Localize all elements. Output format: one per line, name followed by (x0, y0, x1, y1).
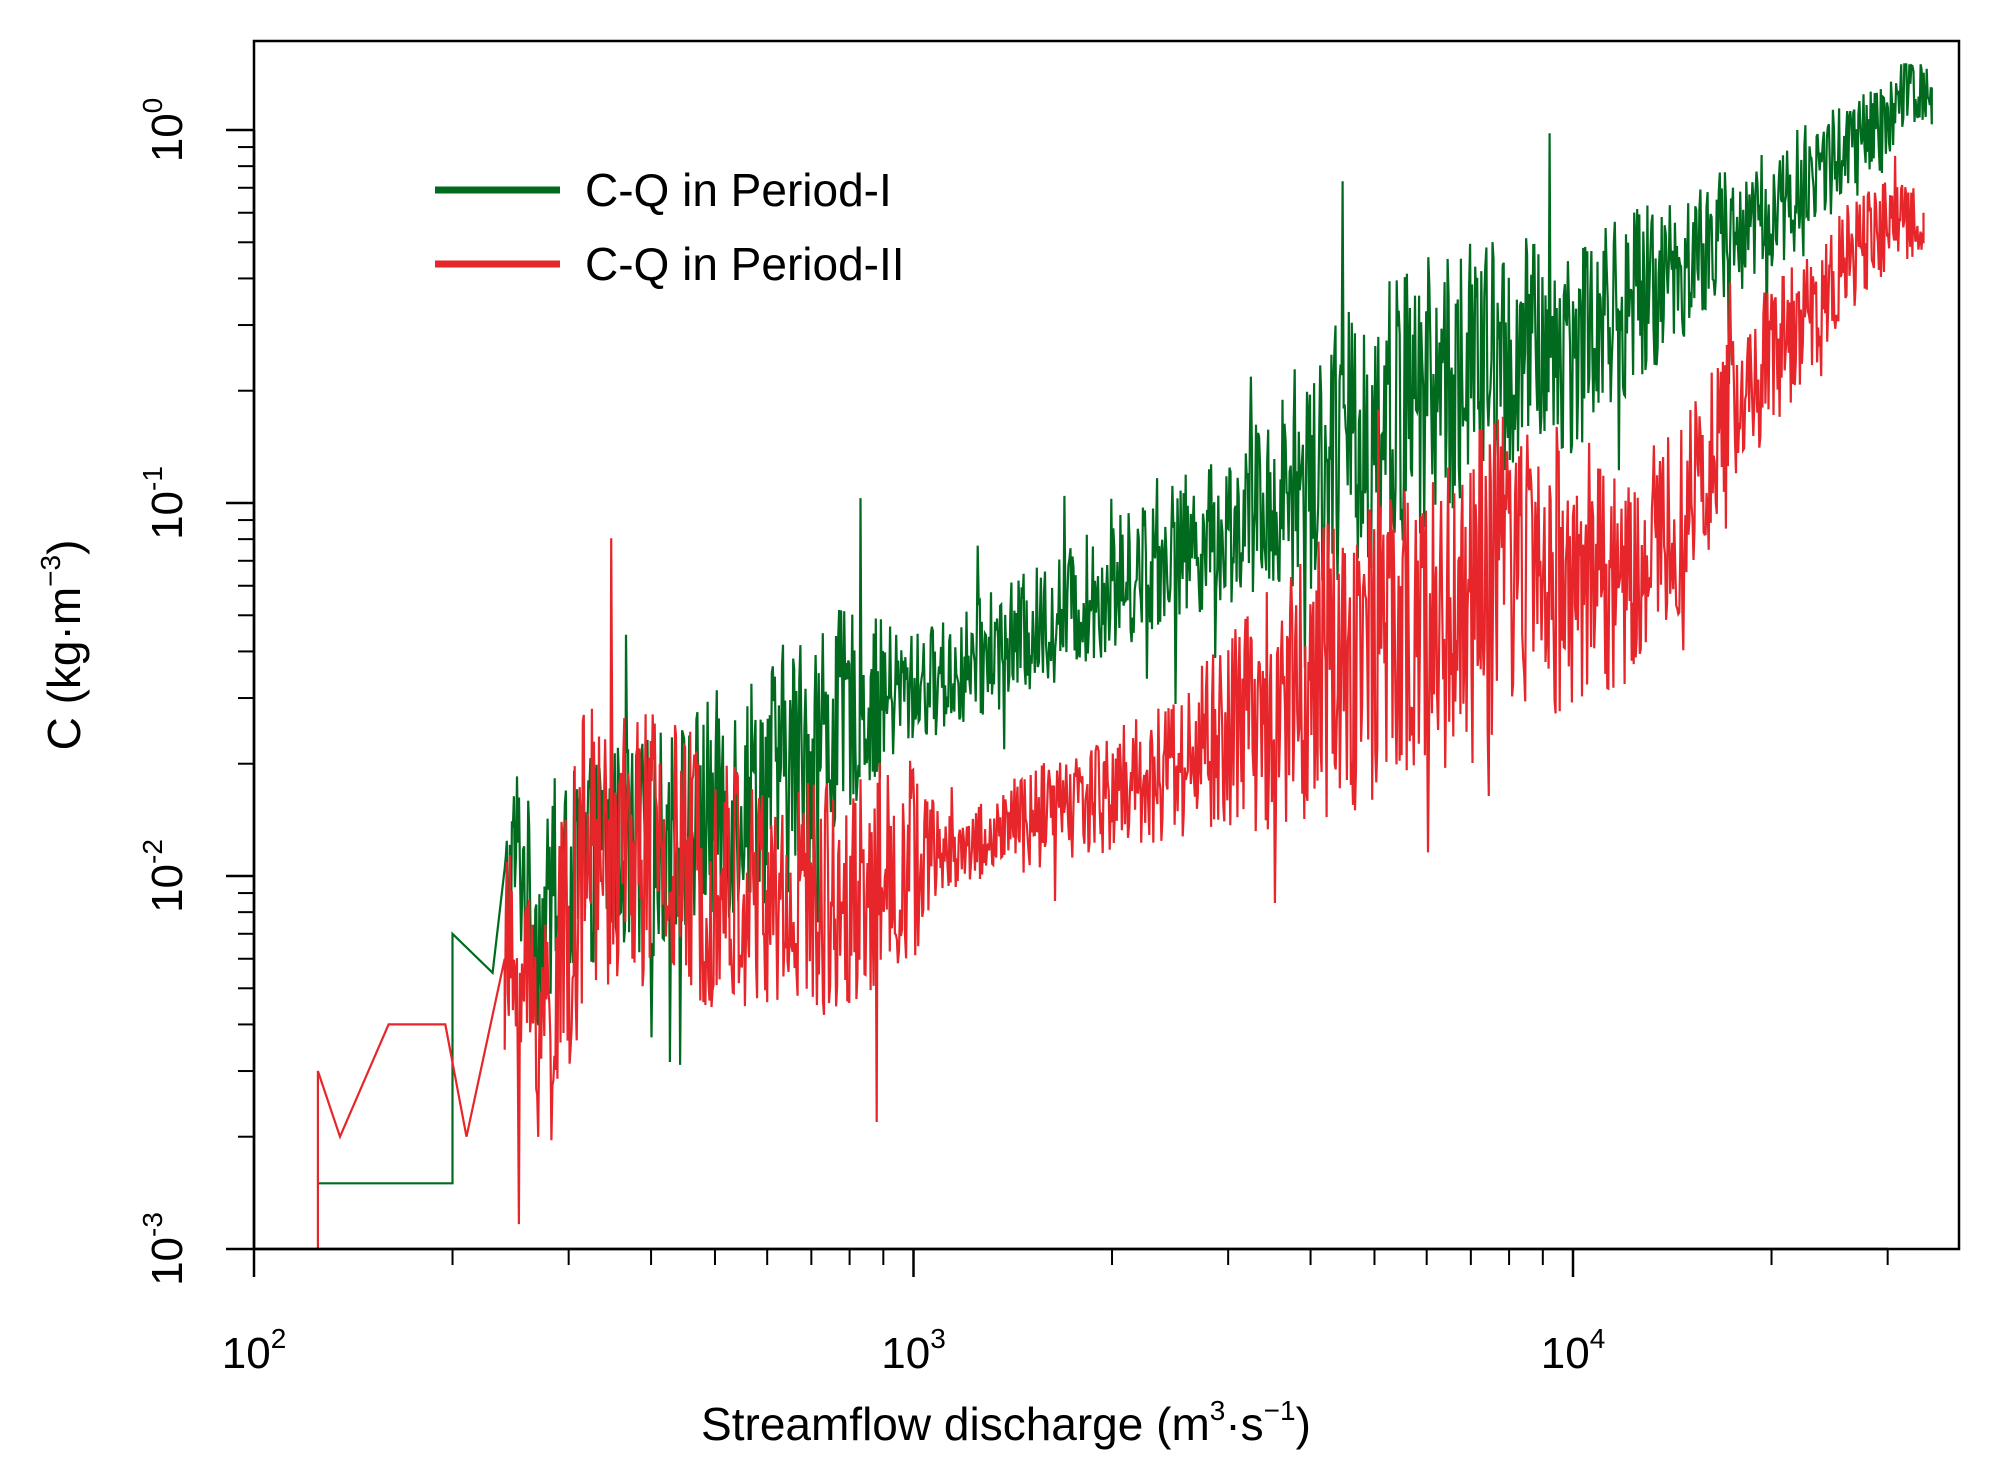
series-line-period-2 (316, 155, 1925, 1249)
legend: C-Q in Period-I C-Q in Period-II (435, 164, 905, 290)
legend-label-period-2: C-Q in Period-II (585, 238, 905, 290)
x-axis-title: Streamflow discharge (m3·s−1) (701, 1395, 1311, 1450)
y-tick-label: 10-1 (137, 466, 192, 540)
series-group (316, 63, 1933, 1249)
legend-label-period-1: C-Q in Period-I (585, 164, 892, 216)
x-tick-label: 104 (1541, 1323, 1606, 1378)
x-axis: 102 103 104 (222, 1247, 1889, 1378)
x-tick-label: 102 (222, 1323, 287, 1378)
x-tick-label: 103 (881, 1323, 946, 1378)
y-tick-label: 100 (137, 98, 192, 163)
y-axis: 10-3 10-2 10-1 100 (137, 98, 256, 1286)
y-axis-title: C (kg·m−3) (35, 540, 90, 751)
y-tick-label: 10-2 (137, 839, 192, 913)
y-tick-label: 10-3 (137, 1212, 192, 1286)
